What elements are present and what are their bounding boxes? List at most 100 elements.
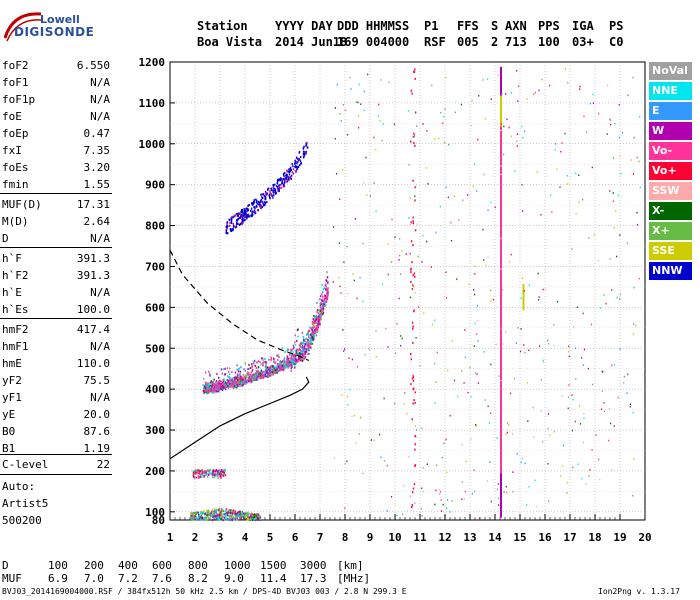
echo-point bbox=[217, 518, 220, 521]
echo-point bbox=[435, 231, 437, 234]
interference-line bbox=[500, 210, 502, 214]
echo-point bbox=[627, 94, 629, 97]
echo-point bbox=[259, 205, 261, 208]
echo-point bbox=[229, 519, 231, 522]
echo-point bbox=[497, 74, 499, 76]
echo-point bbox=[229, 228, 232, 231]
echo-point bbox=[239, 516, 241, 519]
echo-point bbox=[449, 414, 451, 417]
echo-point bbox=[312, 332, 314, 335]
echo-point bbox=[229, 517, 232, 520]
echo-point bbox=[206, 389, 208, 392]
echo-point bbox=[568, 350, 570, 353]
echo-point bbox=[303, 353, 305, 356]
param-value: 20.0 bbox=[83, 408, 111, 421]
echo-point bbox=[226, 517, 228, 520]
param-value: N/A bbox=[90, 110, 110, 123]
echo-point bbox=[303, 153, 305, 156]
echo-point bbox=[290, 361, 293, 364]
echo-point bbox=[323, 301, 326, 304]
echo-point bbox=[204, 390, 206, 393]
echo-point bbox=[248, 518, 250, 521]
echo-point bbox=[224, 474, 227, 477]
echo-point bbox=[554, 143, 557, 145]
echo-point bbox=[484, 399, 486, 401]
echo-point bbox=[421, 487, 423, 490]
echo-point bbox=[635, 324, 637, 327]
echo-point bbox=[410, 353, 412, 356]
echo-point bbox=[296, 167, 299, 170]
echo-point bbox=[259, 517, 261, 520]
echo-point bbox=[204, 513, 206, 516]
echo-point bbox=[367, 73, 369, 76]
echo-point bbox=[411, 491, 414, 494]
param-name: fxI bbox=[2, 144, 22, 157]
echo-point bbox=[304, 357, 306, 360]
echo-point bbox=[299, 351, 302, 354]
muf-value: 11.4 bbox=[260, 572, 287, 585]
echo-point bbox=[522, 210, 524, 212]
footer-version: Ion2Png v. 1.3.17 bbox=[598, 587, 680, 596]
echo-point bbox=[312, 326, 315, 329]
echo-point bbox=[255, 204, 258, 207]
echo-point bbox=[224, 381, 226, 384]
echo-point bbox=[234, 214, 236, 217]
echo-point bbox=[225, 383, 228, 386]
interference-line bbox=[500, 282, 502, 286]
echo-point bbox=[221, 509, 223, 512]
echo-point bbox=[296, 351, 298, 354]
echo-point bbox=[204, 371, 207, 374]
echo-point bbox=[318, 314, 321, 317]
echo-point bbox=[291, 162, 293, 165]
interference-line bbox=[500, 269, 502, 273]
echo-point bbox=[231, 382, 234, 385]
echo-point bbox=[456, 278, 458, 281]
echo-point bbox=[305, 342, 308, 345]
echo-point bbox=[283, 358, 285, 361]
echo-point bbox=[240, 379, 242, 382]
echo-point bbox=[270, 374, 272, 377]
echo-point bbox=[190, 516, 192, 519]
distance-unit: [km] bbox=[337, 559, 364, 572]
interference-line bbox=[500, 155, 502, 159]
echo-point bbox=[549, 84, 551, 87]
interference-line bbox=[500, 102, 502, 106]
echo-point bbox=[295, 349, 297, 352]
echo-point bbox=[242, 217, 244, 220]
echo-point bbox=[208, 512, 211, 515]
echo-point bbox=[259, 515, 262, 518]
echo-point bbox=[620, 172, 622, 175]
digisonde-logo-icon bbox=[3, 12, 42, 42]
echo-point bbox=[283, 178, 285, 181]
echo-point bbox=[316, 327, 318, 330]
echo-point bbox=[313, 325, 315, 328]
echo-point bbox=[326, 294, 329, 297]
echo-point bbox=[315, 324, 317, 327]
x-tick-label: 5 bbox=[267, 531, 274, 544]
echo-point bbox=[463, 382, 465, 384]
echo-point bbox=[553, 430, 555, 433]
echo-point bbox=[412, 487, 415, 490]
echo-point bbox=[451, 500, 453, 502]
echo-point bbox=[408, 455, 410, 458]
echo-point bbox=[559, 475, 562, 478]
echo-point bbox=[285, 176, 287, 179]
interference-line bbox=[500, 339, 502, 343]
echo-point bbox=[425, 167, 427, 169]
echo-point bbox=[307, 342, 309, 345]
echo-point bbox=[308, 329, 310, 332]
echo-point bbox=[221, 383, 224, 386]
legend-item: Vo+ bbox=[649, 162, 692, 180]
echo-point bbox=[410, 140, 412, 143]
echo-point bbox=[360, 103, 362, 105]
echo-point bbox=[319, 304, 322, 307]
param-value: N/A bbox=[90, 76, 110, 89]
echo-point bbox=[246, 372, 249, 375]
echo-point bbox=[204, 518, 206, 521]
echo-point bbox=[238, 510, 240, 513]
echo-point bbox=[309, 346, 311, 349]
echo-point bbox=[554, 148, 556, 151]
x-tick-label: 8 bbox=[342, 531, 349, 544]
echo-point bbox=[292, 354, 294, 357]
echo-point bbox=[609, 118, 611, 121]
